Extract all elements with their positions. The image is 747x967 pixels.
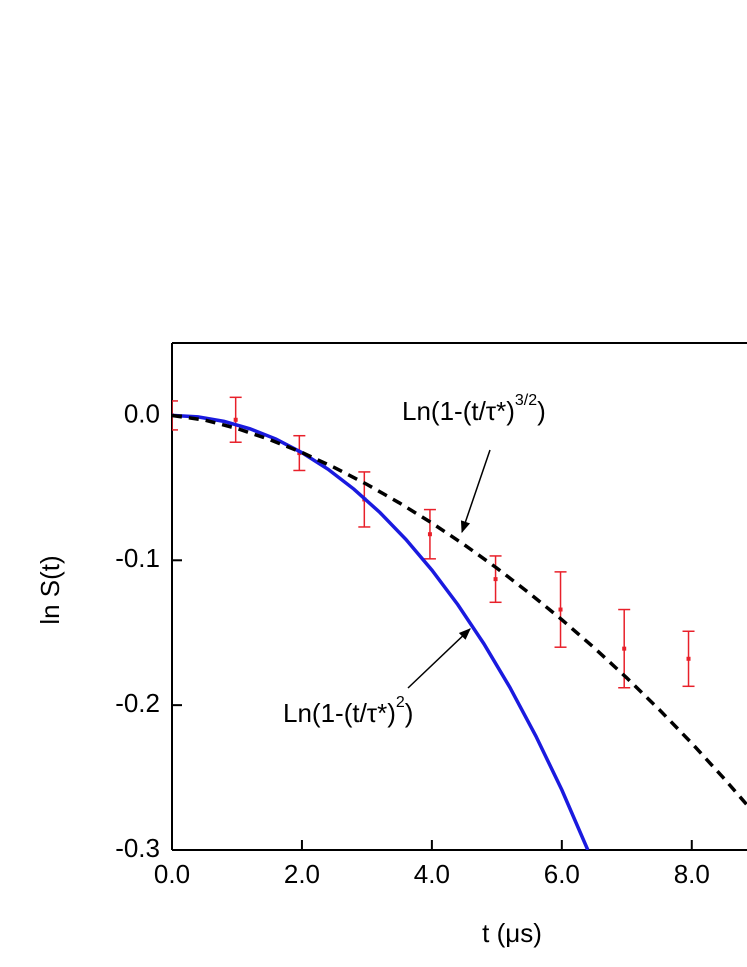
annotation-text: ) (537, 396, 546, 426)
data-point (427, 532, 432, 537)
annotation-superscript: 2 (396, 694, 405, 711)
data-point (622, 646, 627, 651)
error-point (229, 396, 242, 443)
curve (172, 413, 590, 850)
annotation-superscript: 3/2 (515, 392, 537, 409)
data-point (233, 417, 238, 422)
y-tick-label: -0.2 (115, 688, 160, 718)
y-tick-label: -0.1 (115, 543, 160, 573)
data-point (558, 607, 563, 612)
y-axis-label: ln S(t) (35, 555, 65, 624)
x-tick-label: 2.0 (284, 859, 320, 889)
y-tick-label: 0.0 (124, 398, 160, 428)
error-point (489, 555, 502, 604)
annotation: Ln(1-(t/τ*)3/2) (402, 392, 546, 426)
annotation-arrow (407, 628, 471, 689)
x-tick-label: 4.0 (414, 859, 450, 889)
x-tick-label: 0.0 (154, 859, 190, 889)
x-tick-label: 6.0 (544, 859, 580, 889)
annotation: Ln(1-(t/τ*)2) (283, 694, 413, 728)
data-point (686, 656, 691, 661)
error-point (554, 571, 567, 648)
data-point (493, 577, 498, 582)
annotation-text: Ln(1-(t/τ*) (402, 396, 515, 426)
x-axis-label: t (μs) (482, 918, 542, 948)
dashed-curve (172, 413, 747, 808)
annotation-text: ) (405, 698, 414, 728)
x-tick-label: 8.0 (674, 859, 710, 889)
error-point (682, 630, 695, 688)
annotation-arrow (460, 449, 491, 534)
plot-area (172, 396, 747, 850)
error-point (423, 508, 436, 560)
annotation-text: Ln(1-(t/τ*) (283, 698, 396, 728)
y-tick-label: -0.3 (115, 833, 160, 863)
